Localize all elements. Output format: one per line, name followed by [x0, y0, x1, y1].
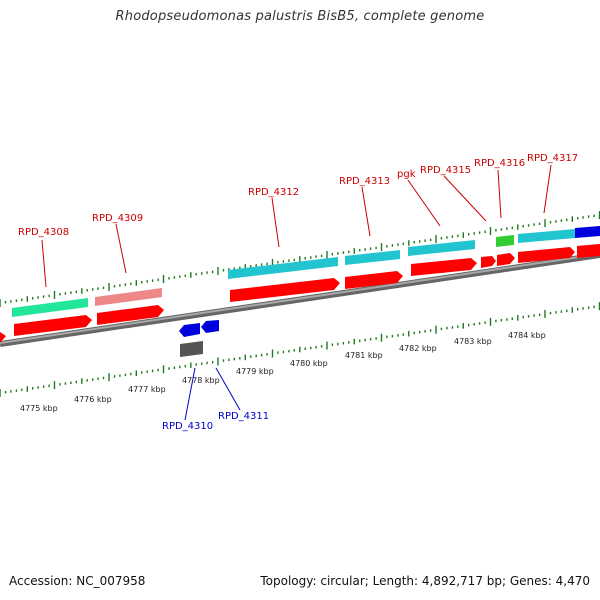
kbp-label: 4775 kbp — [20, 404, 58, 413]
gene-label[interactable]: RPD_4313 — [339, 176, 390, 187]
upper-tick-row — [0, 211, 600, 307]
gene-bar[interactable] — [12, 298, 88, 317]
gene-label[interactable]: RPD_4308 — [18, 227, 69, 238]
lower-tick-row — [0, 302, 600, 397]
gene-labels: RPD_4308 RPD_4309 RPD_4312 RPD_4313 pgk … — [18, 153, 578, 432]
gene-label[interactable]: RPD_4310 — [162, 421, 213, 432]
gene-arrow-reverse[interactable] — [201, 320, 219, 333]
cds-arrow[interactable] — [411, 258, 477, 276]
kbp-label: 4778 kbp — [182, 376, 220, 385]
cds-arrow[interactable] — [497, 253, 515, 266]
gene-label[interactable]: pgk — [397, 169, 416, 180]
gene-label[interactable]: RPD_4309 — [92, 213, 143, 224]
kbp-label: 4784 kbp — [508, 331, 546, 340]
kbp-label: 4776 kbp — [74, 395, 112, 404]
gene-label[interactable]: RPD_4316 — [474, 158, 525, 169]
gene-label[interactable]: RPD_4311 — [218, 411, 269, 422]
gene-bar[interactable] — [95, 288, 162, 306]
accession-label: Accession: NC_007958 — [9, 574, 146, 588]
gene-label[interactable]: RPD_4315 — [420, 165, 471, 176]
genome-summary: Topology: circular; Length: 4,892,717 bp… — [260, 574, 590, 588]
cds-arrow[interactable] — [230, 278, 340, 302]
gene-bar[interactable] — [345, 250, 400, 265]
gene-arrow-reverse[interactable] — [179, 323, 200, 337]
cds-arrow[interactable] — [518, 247, 575, 263]
gene-features — [0, 226, 600, 357]
cds-arrow[interactable] — [577, 244, 600, 258]
cds-arrow[interactable] — [0, 332, 6, 343]
kbp-label: 4781 kbp — [345, 351, 383, 360]
gene-bar[interactable] — [496, 235, 514, 247]
kbp-scale: 4775 kbp 4776 kbp 4777 kbp 4778 kbp 4779… — [20, 331, 546, 413]
cds-arrow[interactable] — [97, 305, 164, 325]
gene-bar[interactable] — [228, 257, 338, 279]
leader-lines — [41, 164, 552, 421]
kbp-label: 4783 kbp — [454, 337, 492, 346]
gene-label[interactable]: RPD_4312 — [248, 187, 299, 198]
kbp-label: 4782 kbp — [399, 344, 437, 353]
gene-bar[interactable] — [518, 229, 575, 243]
kbp-label: 4780 kbp — [290, 359, 328, 368]
kbp-label: 4779 kbp — [236, 367, 274, 376]
genome-backbone — [0, 252, 600, 347]
genome-title: Rhodopseudomonas palustris BisB5, comple… — [115, 9, 485, 24]
cds-arrow[interactable] — [481, 256, 496, 268]
kbp-label: 4777 kbp — [128, 385, 166, 394]
gene-block[interactable] — [180, 341, 203, 357]
gene-bar[interactable] — [575, 226, 600, 238]
cds-arrow[interactable] — [14, 315, 92, 336]
gene-bar[interactable] — [408, 240, 475, 256]
cds-arrow[interactable] — [345, 271, 403, 289]
gene-label[interactable]: RPD_4317 — [527, 153, 578, 164]
